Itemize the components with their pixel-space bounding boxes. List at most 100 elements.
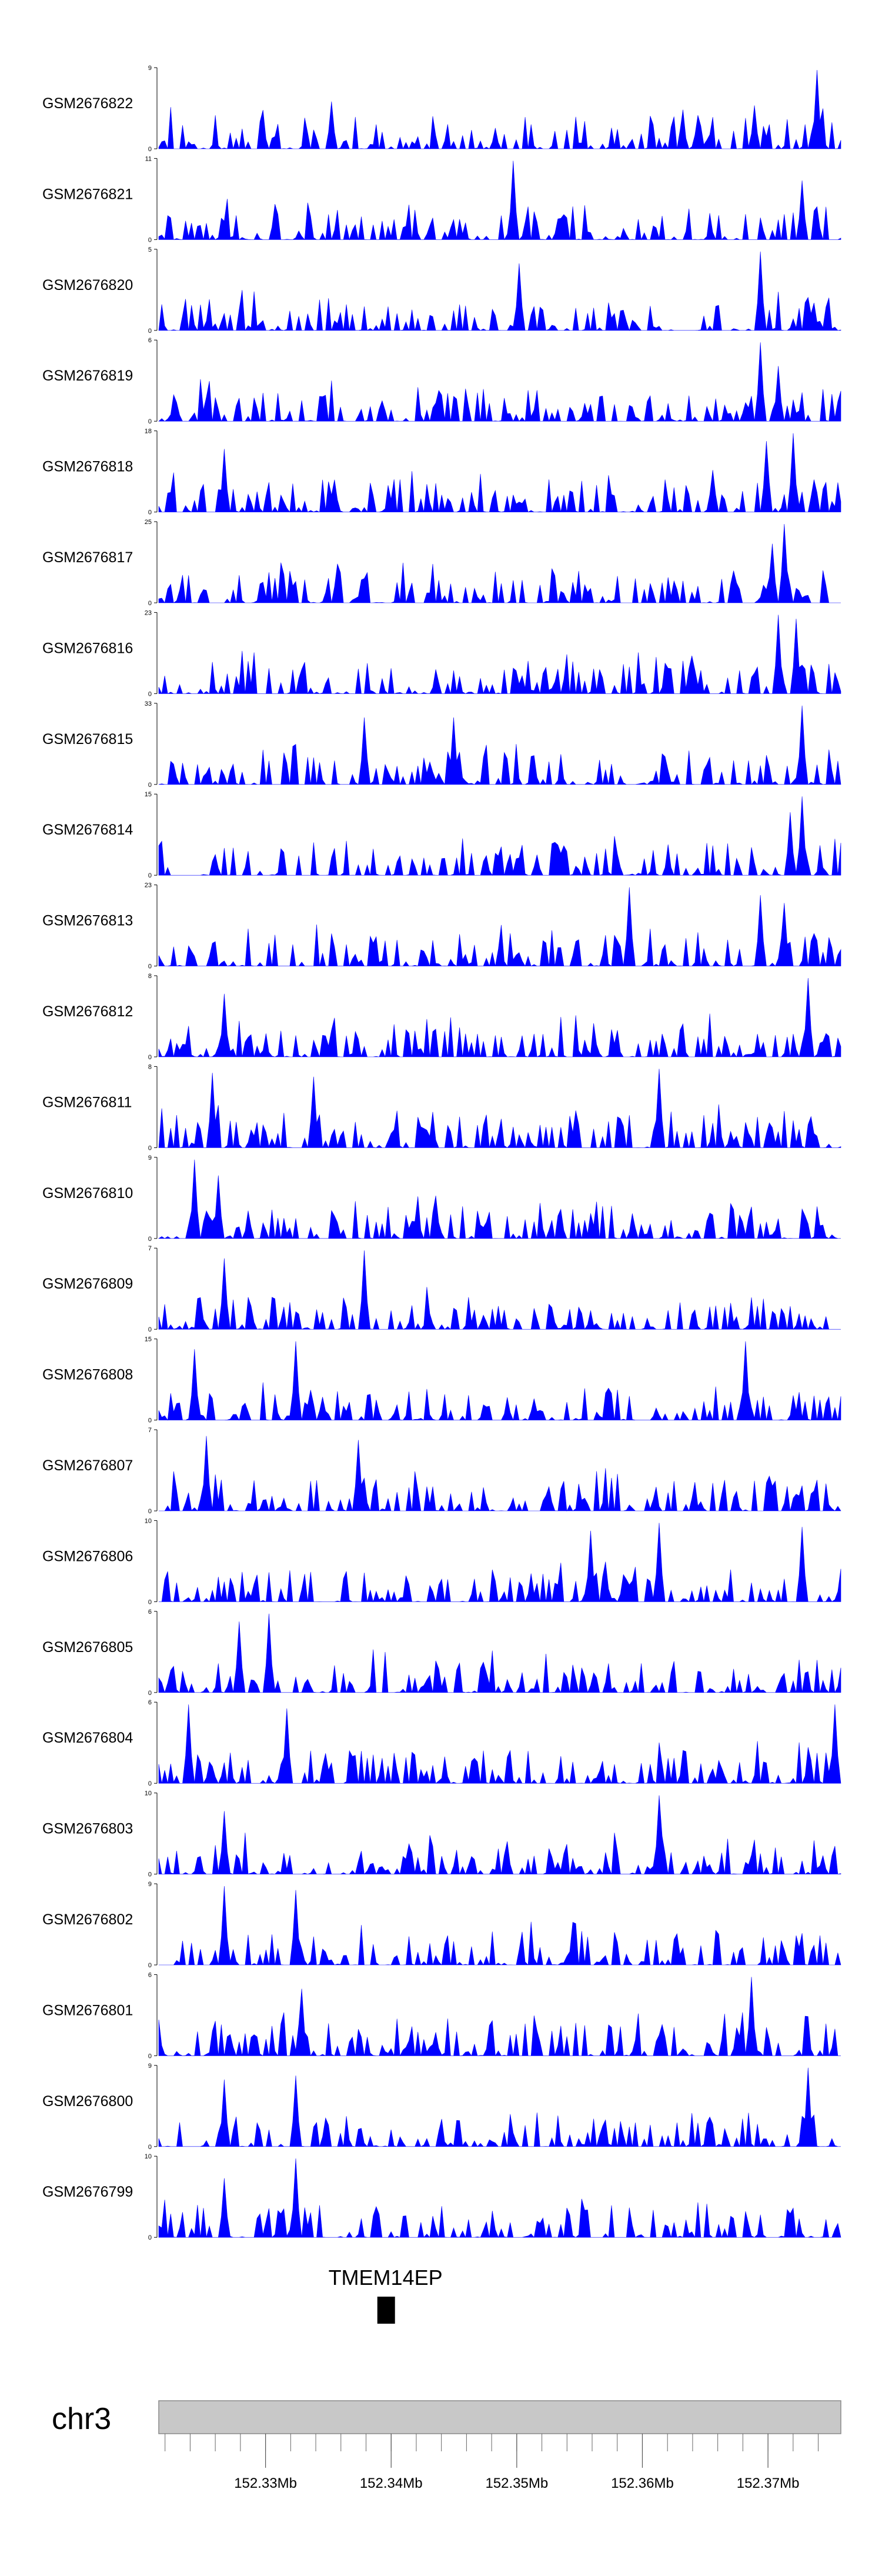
track-label: GSM2676799: [42, 2184, 133, 2200]
coverage-area: [158, 69, 841, 150]
track-gsm2676812: GSM2676812 8 0: [42, 973, 841, 1061]
y-max-label: 6: [148, 1699, 152, 1706]
y-min-label: 0: [148, 236, 152, 243]
track-label: GSM2676804: [42, 1730, 133, 1746]
y-min-label: 0: [148, 1054, 152, 1061]
track-label: GSM2676805: [42, 1639, 133, 1656]
y-max-label: 33: [145, 700, 152, 708]
y-min-label: 0: [148, 1871, 152, 1878]
coverage-area: [158, 2158, 841, 2238]
track-gsm2676813: GSM2676813 23 0: [42, 882, 841, 970]
y-min-label: 0: [148, 1780, 152, 1787]
track-label: GSM2676809: [42, 1276, 133, 1292]
track-label: GSM2676807: [42, 1457, 133, 1474]
track-gsm2676802: GSM2676802 9 0: [42, 1881, 841, 1969]
track-label: GSM2676800: [42, 2093, 133, 2110]
y-min-label: 0: [148, 1508, 152, 1515]
y-min-label: 0: [148, 1962, 152, 1969]
coverage-area: [158, 161, 841, 241]
track-label: GSM2676822: [42, 95, 133, 112]
track-gsm2676815: GSM2676815 33 0: [42, 700, 841, 789]
track-label: GSM2676803: [42, 1821, 133, 1837]
y-min-label: 0: [148, 600, 152, 607]
coverage-area: [158, 1069, 841, 1149]
axis-tick-label: 152.33Mb: [234, 2475, 297, 2491]
coverage-area: [159, 1436, 841, 1512]
y-max-label: 8: [148, 1063, 152, 1070]
axis-tick-label: 152.34Mb: [360, 2475, 423, 2491]
y-max-label: 10: [145, 1517, 152, 1524]
coverage-area: [158, 1159, 841, 1239]
y-min-label: 0: [148, 418, 152, 425]
track-gsm2676803: GSM2676803 10 0: [42, 1790, 841, 1878]
y-min-label: 0: [148, 963, 152, 970]
y-min-label: 0: [148, 2144, 152, 2151]
track-label: GSM2676810: [42, 1185, 133, 1202]
y-max-label: 8: [148, 973, 152, 980]
track-gsm2676822: GSM2676822 9 0: [42, 65, 841, 153]
track-gsm2676800: GSM2676800 9 0: [42, 2063, 841, 2151]
track-label: GSM2676806: [42, 1548, 133, 1564]
coverage-area: [158, 705, 841, 785]
y-max-label: 7: [148, 1245, 152, 1252]
coverage-area: [158, 1250, 841, 1330]
track-gsm2676811: GSM2676811 8 0: [42, 1063, 841, 1152]
track-label: GSM2676808: [42, 1367, 133, 1383]
coverage-area: [158, 615, 841, 695]
y-min-label: 0: [148, 1326, 152, 1333]
track-label: GSM2676821: [42, 186, 133, 202]
track-gsm2676799: GSM2676799 10 0: [42, 2153, 841, 2241]
track-label: GSM2676802: [42, 1911, 133, 1928]
y-min-label: 0: [148, 1144, 152, 1152]
track-gsm2676808: GSM2676808 15 0: [42, 1336, 841, 1424]
track-label: GSM2676815: [42, 731, 133, 748]
coverage-area: [158, 796, 841, 876]
track-gsm2676814: GSM2676814 15 0: [42, 791, 841, 879]
coverage-area: [158, 1704, 841, 1784]
y-min-label: 0: [148, 328, 152, 335]
y-max-label: 6: [148, 1609, 152, 1616]
track-gsm2676805: GSM2676805 6 0: [42, 1609, 841, 1697]
axis-tick-label: 152.37Mb: [737, 2475, 800, 2491]
coverage-area: [158, 1613, 841, 1693]
y-min-label: 0: [148, 872, 152, 879]
gene-block: [377, 2297, 395, 2324]
y-min-label: 0: [148, 782, 152, 789]
coverage-area: [158, 1977, 841, 2057]
y-max-label: 25: [145, 519, 152, 526]
ideogram-bar: [158, 2400, 841, 2434]
track-label: GSM2676812: [42, 1003, 133, 1020]
coverage-area: [158, 1795, 841, 1875]
y-min-label: 0: [148, 1690, 152, 1697]
y-max-label: 9: [148, 65, 152, 72]
track-label: GSM2676818: [42, 459, 133, 475]
y-max-label: 10: [145, 2153, 152, 2160]
track-gsm2676821: GSM2676821 11 0: [42, 155, 841, 243]
track-label: GSM2676820: [42, 277, 133, 293]
coverage-area: [158, 2067, 841, 2147]
coverage-area: [158, 523, 841, 604]
y-min-label: 0: [148, 1599, 152, 1606]
y-max-label: 10: [145, 1790, 152, 1797]
coverage-area: [159, 1886, 841, 1966]
y-max-label: 23: [145, 882, 152, 889]
track-label: GSM2676817: [42, 549, 133, 566]
axis-tick-label: 152.36Mb: [611, 2475, 674, 2491]
coverage-area: [158, 433, 841, 513]
track-label: GSM2676813: [42, 913, 133, 929]
track-gsm2676816: GSM2676816 23 0: [42, 609, 841, 698]
y-min-label: 0: [148, 1417, 152, 1424]
coverage-area: [158, 342, 841, 422]
chromosome-axis: chr3 152.33Mb 152.34Mb 152.35Mb 152.36Mb 152.…: [52, 2400, 841, 2491]
y-max-label: 9: [148, 2063, 152, 2070]
track-gsm2676801: GSM2676801 6 0: [42, 1971, 841, 2060]
coverage-area: [158, 251, 841, 331]
track-label: GSM2676801: [42, 2002, 133, 2018]
track-label: GSM2676819: [42, 368, 133, 384]
track-gsm2676807: GSM2676807 7 0: [42, 1427, 841, 1515]
y-max-label: 11: [145, 155, 152, 162]
chromosome-label: chr3: [52, 2402, 111, 2436]
y-max-label: 15: [145, 791, 152, 798]
track-label: GSM2676814: [42, 822, 133, 838]
